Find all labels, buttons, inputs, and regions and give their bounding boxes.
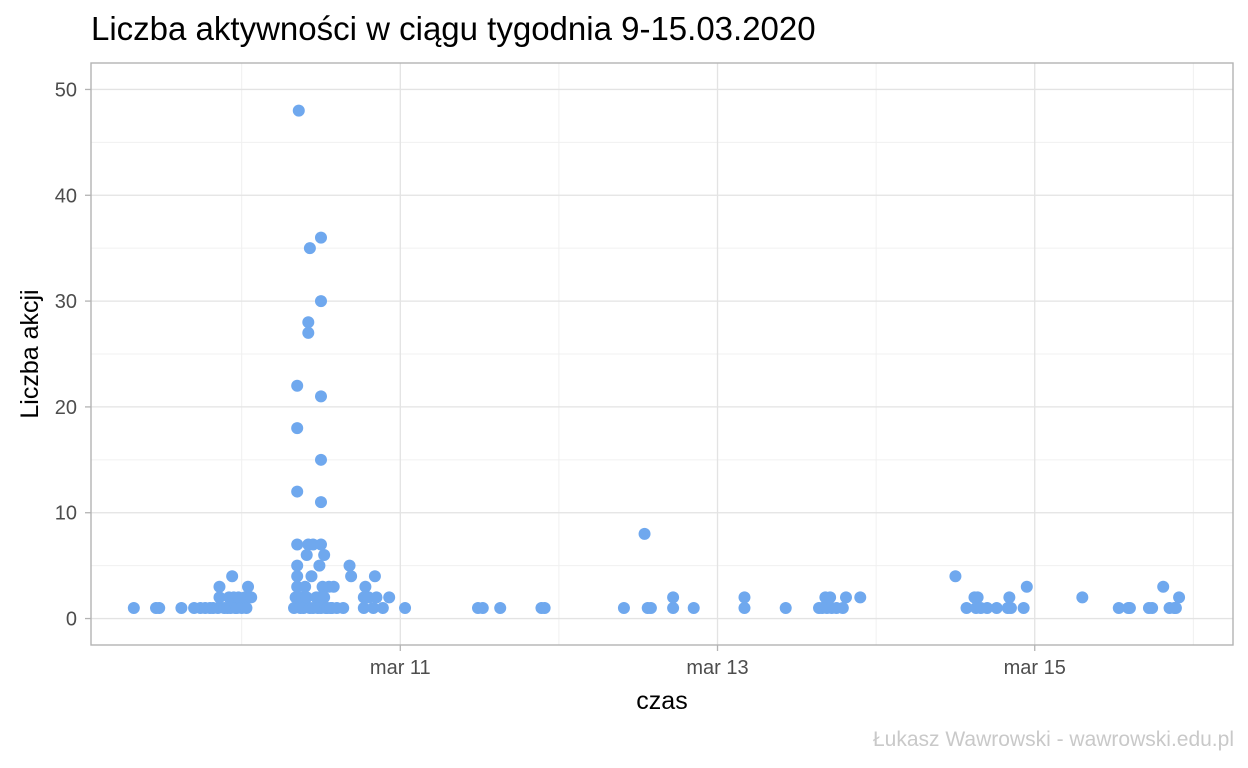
data-point <box>1146 601 1159 614</box>
major-gridlines <box>91 63 1233 645</box>
data-point <box>836 601 849 614</box>
data-point <box>1020 580 1033 593</box>
data-point <box>314 538 327 551</box>
y-tick-label: 20 <box>55 397 77 419</box>
data-point <box>359 580 372 593</box>
data-point <box>376 601 389 614</box>
data-point <box>242 580 255 593</box>
data-point <box>318 591 331 604</box>
data-point <box>824 591 837 604</box>
data-point <box>314 295 327 308</box>
data-point <box>357 601 370 614</box>
data-point <box>291 422 304 435</box>
data-point <box>302 326 315 339</box>
y-tick-label: 10 <box>55 503 77 525</box>
data-point <box>318 549 331 562</box>
minor-gridlines <box>91 63 1233 645</box>
data-point <box>687 601 700 614</box>
data-point <box>1112 601 1125 614</box>
data-point <box>153 601 166 614</box>
data-point <box>476 601 489 614</box>
data-point <box>1169 601 1182 614</box>
chart-title: Liczba aktywności w ciągu tygodnia 9-15.… <box>91 10 816 47</box>
data-point <box>370 591 383 604</box>
data-point <box>854 591 867 604</box>
data-point <box>644 601 657 614</box>
data-point <box>345 570 358 583</box>
chart-caption: Łukasz Wawrowski - wawrowski.edu.pl <box>873 728 1234 751</box>
data-point <box>291 538 304 551</box>
data-point <box>949 570 962 583</box>
data-point <box>343 559 356 572</box>
data-point <box>300 549 313 562</box>
data-point <box>291 559 304 572</box>
data-point <box>667 591 680 604</box>
data-point <box>314 453 327 466</box>
y-axis-ticks: 0 10 20 30 40 50 <box>55 79 91 631</box>
data-point <box>960 601 973 614</box>
data-point <box>1003 591 1016 604</box>
data-points <box>127 104 1186 614</box>
data-point <box>291 379 304 392</box>
data-point <box>538 601 551 614</box>
data-point <box>213 580 226 593</box>
data-point <box>368 570 381 583</box>
data-point <box>981 601 994 614</box>
data-point <box>213 591 226 604</box>
data-point <box>226 570 239 583</box>
data-point <box>1076 591 1089 604</box>
data-point <box>313 559 326 572</box>
y-tick-label: 40 <box>55 185 77 207</box>
x-tick-label: mar 13 <box>686 657 748 679</box>
data-point <box>1157 580 1170 593</box>
data-point <box>245 591 258 604</box>
data-point <box>314 231 327 244</box>
x-tick-label: mar 11 <box>370 657 431 679</box>
data-point <box>300 591 313 604</box>
y-tick-label: 50 <box>55 79 77 101</box>
data-point <box>302 316 315 329</box>
data-point <box>1173 591 1186 604</box>
data-point <box>292 104 305 117</box>
x-tick-label: mar 15 <box>1004 657 1066 679</box>
data-point <box>738 591 751 604</box>
x-axis-ticks: mar 11 mar 13 mar 15 <box>370 645 1066 679</box>
data-point <box>971 591 984 604</box>
data-point <box>1004 601 1017 614</box>
panel-border <box>90 62 1234 646</box>
data-point <box>779 601 792 614</box>
data-point <box>175 601 188 614</box>
data-point <box>383 591 396 604</box>
data-point <box>291 570 304 583</box>
data-point <box>638 527 651 540</box>
data-point <box>990 601 1003 614</box>
y-axis-label: Liczba akcji <box>16 289 44 418</box>
data-point <box>399 601 412 614</box>
data-point <box>327 580 340 593</box>
y-tick-label: 0 <box>66 609 77 631</box>
data-point <box>1123 601 1136 614</box>
data-point <box>367 601 380 614</box>
data-point <box>314 496 327 509</box>
y-tick-label: 30 <box>55 291 77 313</box>
data-point <box>314 390 327 403</box>
data-point <box>303 242 316 255</box>
data-point <box>494 601 507 614</box>
data-point <box>839 591 852 604</box>
data-point <box>240 601 253 614</box>
x-axis-label: czas <box>636 687 687 715</box>
data-point <box>617 601 630 614</box>
data-point <box>299 580 312 593</box>
data-point <box>667 601 680 614</box>
data-point <box>1017 601 1030 614</box>
data-point <box>337 601 350 614</box>
data-point <box>305 570 318 583</box>
data-point <box>738 601 751 614</box>
data-point <box>291 485 304 498</box>
data-point <box>127 601 140 614</box>
